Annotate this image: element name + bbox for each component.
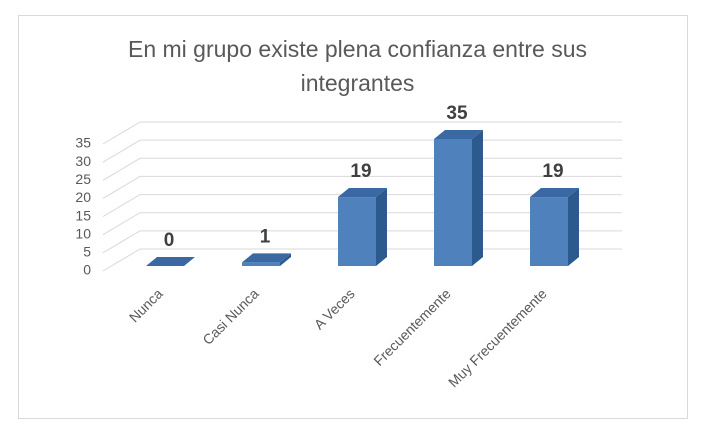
chart-title: En mi grupo existe plena confianza entre…: [128, 36, 587, 96]
bar: [434, 139, 472, 266]
y-tick-label: 10: [75, 225, 91, 241]
y-tick-label: 5: [83, 244, 91, 260]
y-tick-label: 20: [75, 189, 91, 205]
bar-side: [568, 188, 579, 266]
grid-line: [102, 121, 622, 145]
bar-top: [146, 257, 195, 266]
bar-side: [376, 188, 387, 266]
bar-side: [472, 130, 483, 266]
data-label: 19: [350, 161, 371, 182]
y-tick-label: 0: [83, 262, 91, 278]
y-tick-label: 15: [75, 207, 91, 223]
bar-top: [242, 253, 291, 263]
bar: [530, 197, 568, 266]
bar: [338, 197, 376, 266]
bar-top: [530, 188, 579, 198]
bar-side: [280, 253, 291, 266]
y-tick-label: 30: [75, 153, 91, 169]
data-label: 19: [542, 161, 563, 182]
data-label: 35: [446, 103, 468, 124]
data-label: 1: [260, 226, 271, 247]
y-tick-label: 25: [75, 171, 91, 187]
bar: [242, 262, 280, 266]
y-tick-label: 35: [75, 135, 91, 151]
bar-top: [434, 130, 483, 139]
bar-top: [338, 188, 387, 198]
data-label: 0: [164, 230, 175, 251]
